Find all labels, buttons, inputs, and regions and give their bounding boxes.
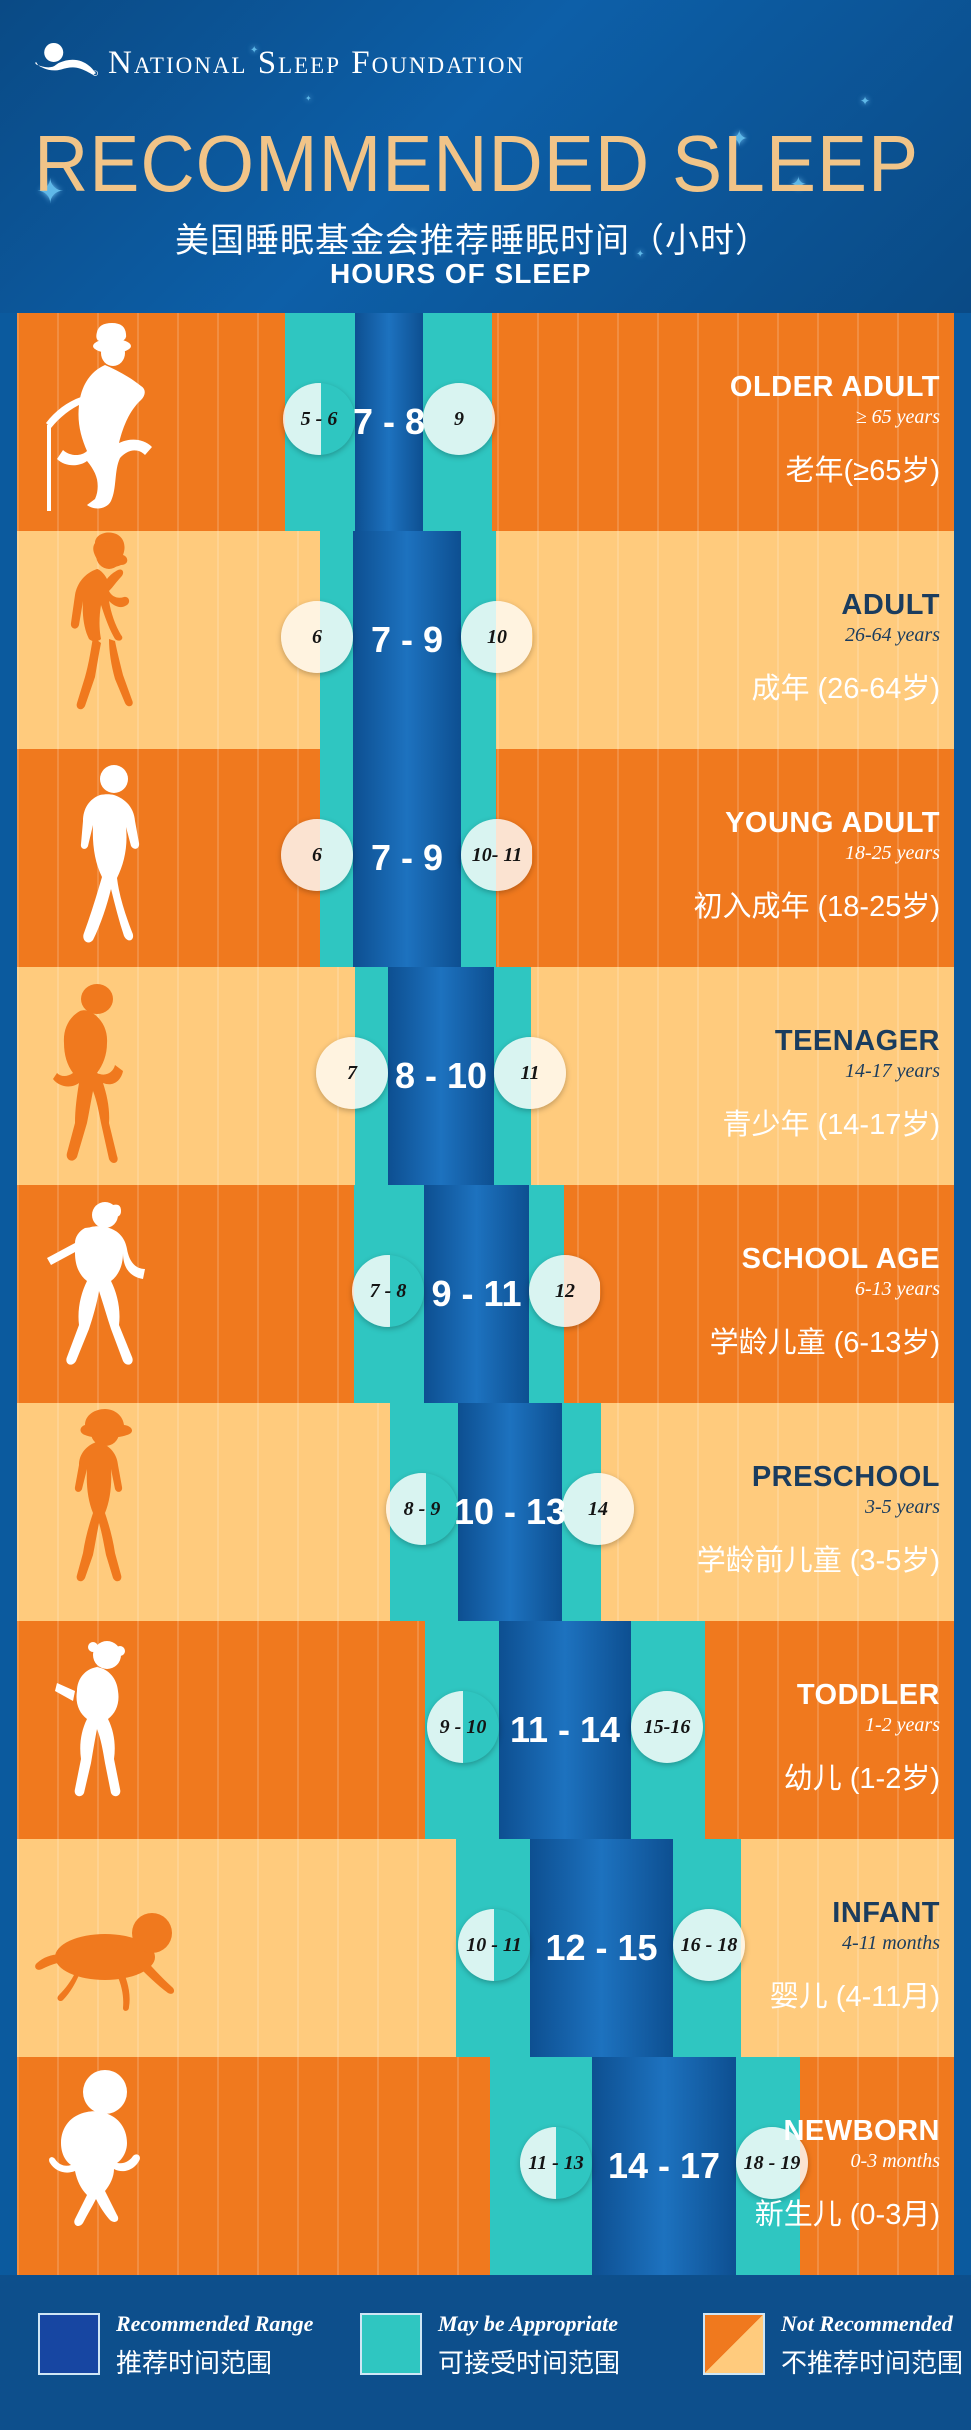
svg-text:R: R	[94, 71, 97, 75]
